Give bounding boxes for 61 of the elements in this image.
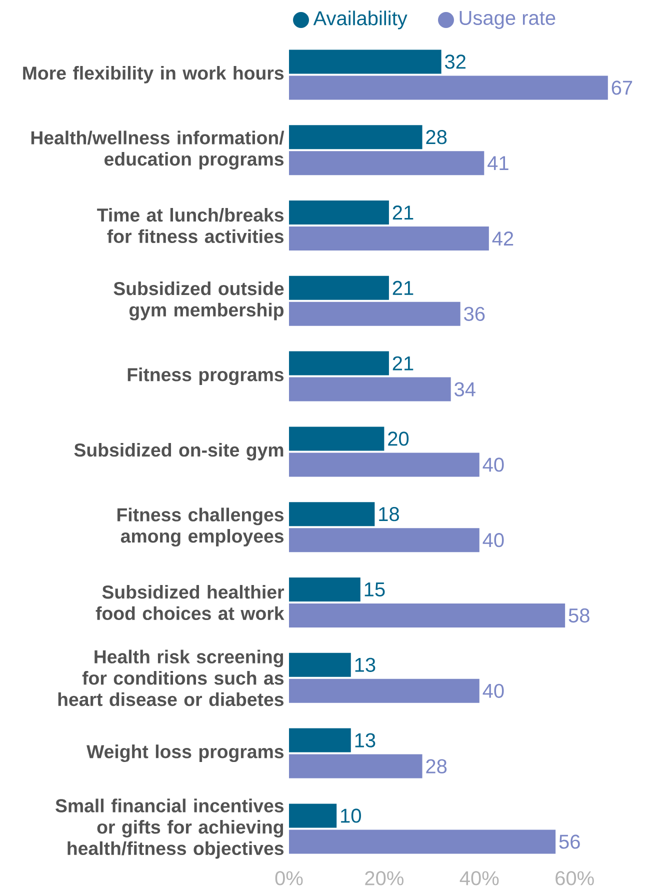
data-label: 10 [341, 808, 361, 823]
data-label: 15 [364, 582, 385, 596]
y-tick-label: Small financial incentives or gifts for achieving health/fitness objectives [56, 798, 284, 859]
bar [288, 652, 351, 677]
bar [288, 728, 351, 752]
x-tick-label: 40% [460, 871, 499, 886]
x-tick-label: 0% [275, 871, 303, 886]
data-label: 56 [559, 834, 580, 849]
y-tick-label: Weight loss programs [86, 744, 284, 762]
data-label: 40 [482, 533, 504, 548]
bar [288, 528, 480, 552]
y-tick-label: Fitness challenges among employees [117, 508, 284, 547]
data-label: 13 [355, 733, 376, 748]
data-label: 40 [482, 458, 504, 472]
bar [288, 377, 451, 402]
data-label: 32 [445, 54, 466, 69]
data-label: 21 [392, 280, 414, 295]
bar [288, 426, 384, 451]
data-label: 28 [426, 130, 447, 144]
data-label: 20 [388, 432, 409, 446]
bar [288, 276, 389, 300]
data-label: 67 [612, 80, 632, 95]
bar [288, 804, 337, 828]
bar [288, 351, 389, 376]
bar [288, 151, 484, 176]
y-tick-label: Health/wellness information/ education programs [31, 130, 284, 170]
x-tick-label: 60% [556, 871, 594, 886]
bar [288, 604, 566, 628]
bar [288, 226, 489, 251]
y-tick-label: Subsidized healthier food choices at work [96, 584, 284, 620]
data-label: 36 [464, 306, 485, 321]
y-tick-label: Subsidized on-site gym [74, 442, 284, 460]
data-label: 21 [392, 356, 414, 370]
bar [288, 578, 360, 602]
bar [288, 754, 422, 778]
data-label: 42 [492, 232, 514, 246]
bar [288, 125, 422, 150]
bar [288, 50, 442, 74]
bar [288, 830, 556, 854]
bar [288, 76, 608, 100]
bar [288, 200, 389, 225]
data-label: 18 [379, 507, 399, 522]
y-tick-label: Time at lunch/breaks for fitness activities [97, 208, 284, 244]
legend-label: Availability [313, 10, 408, 30]
bar [288, 502, 375, 526]
y-tick-label: Health risk screening for conditions such as heart disease or diabetes [58, 650, 284, 706]
data-label: 21 [392, 206, 414, 220]
data-label: 41 [488, 156, 508, 170]
data-label: 13 [355, 658, 376, 672]
bar [288, 678, 480, 703]
y-tick-label: More flexibility in work hours [23, 66, 284, 84]
x-tick-label: 20% [365, 871, 404, 886]
data-label: 58 [568, 608, 590, 623]
data-label: 28 [426, 759, 447, 774]
legend-label: Usage rate [460, 11, 556, 29]
y-tick-label: Fitness programs [128, 368, 284, 386]
bar [288, 302, 460, 326]
data-label: 34 [454, 382, 476, 396]
y-tick-label: Subsidized outside gym membership [114, 281, 284, 320]
bar [288, 452, 480, 477]
data-label: 40 [482, 684, 504, 698]
